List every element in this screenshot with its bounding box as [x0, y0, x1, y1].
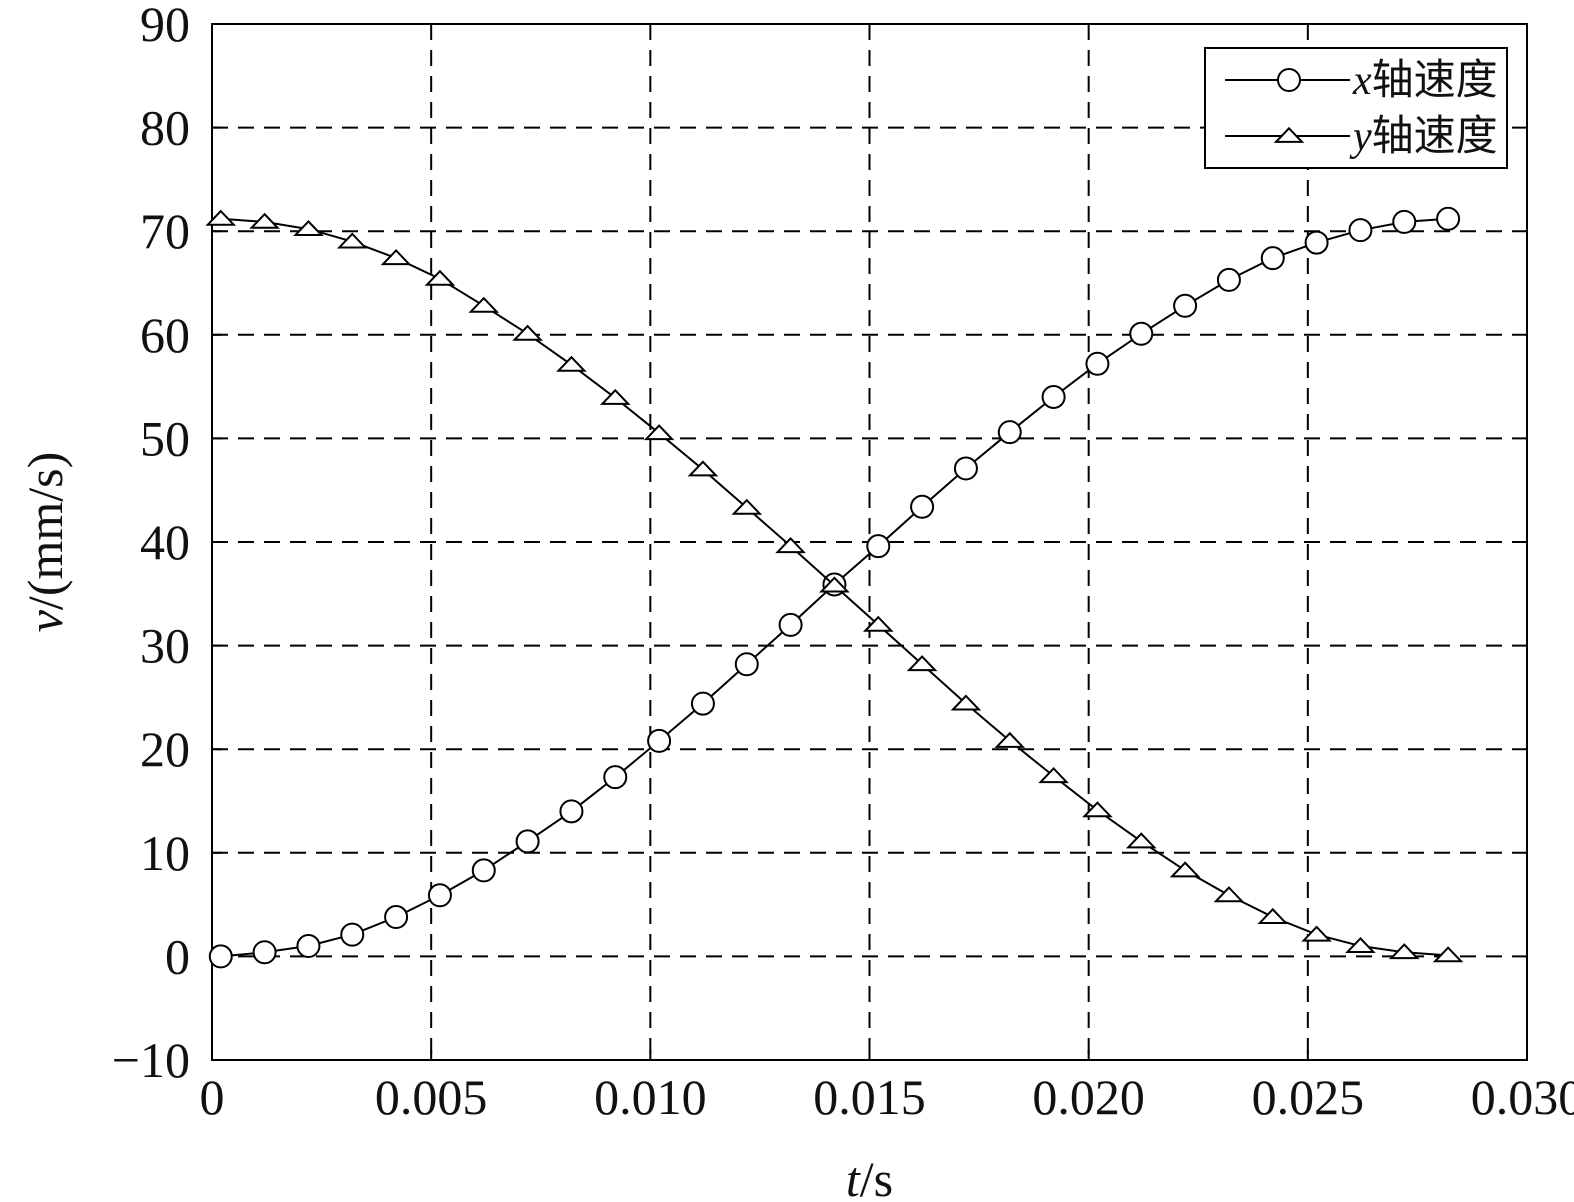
x-tick-label: 0.025 — [1252, 1069, 1365, 1125]
data-point-x-velocity — [340, 922, 365, 947]
data-point-y-velocity — [1432, 946, 1464, 963]
data-point-y-velocity — [1213, 886, 1245, 903]
data-point-x-velocity — [471, 858, 496, 883]
data-point-x-velocity — [997, 420, 1022, 445]
data-point-y-velocity — [1169, 861, 1201, 878]
x-tick-label: 0.005 — [375, 1069, 488, 1125]
x-axis-label: t/s — [846, 1151, 893, 1202]
data-point-x-velocity — [208, 944, 233, 969]
legend-marker-triangle — [1273, 126, 1305, 143]
data-point-x-velocity — [1216, 267, 1241, 292]
x-tick-label: 0.015 — [813, 1069, 926, 1125]
data-point-x-velocity — [427, 883, 452, 908]
data-point-y-velocity — [994, 731, 1026, 748]
x-tick-label: 0 — [200, 1069, 225, 1125]
legend-box — [1204, 47, 1508, 169]
data-point-y-velocity — [599, 388, 631, 405]
y-axis-label-rest: /(mm/s) — [17, 452, 73, 610]
data-point-x-velocity — [515, 829, 540, 854]
y-axis-label: v/(mm/s) — [17, 452, 73, 633]
data-point-y-velocity — [950, 694, 982, 711]
legend-label-y-rest: 轴速度 — [1372, 114, 1498, 160]
data-point-x-velocity — [1129, 321, 1154, 346]
data-point-x-velocity — [384, 905, 409, 930]
legend-label-y-velocity: y轴速度 — [1349, 114, 1498, 160]
data-point-y-velocity — [643, 424, 675, 441]
legend-label-x-italic: x — [1352, 58, 1372, 104]
data-point-y-velocity — [1125, 832, 1157, 849]
x-tick-label: 0.020 — [1032, 1069, 1145, 1125]
y-tick-label: 0 — [165, 928, 190, 984]
y-tick-label: 40 — [140, 514, 190, 570]
data-point-x-velocity — [1173, 293, 1198, 318]
data-point-x-velocity — [734, 652, 759, 677]
legend-item-x-velocity: x轴速度 — [1225, 58, 1498, 104]
legend-label-x-rest: 轴速度 — [1372, 58, 1498, 104]
data-point-y-velocity — [1345, 936, 1376, 953]
data-point-y-velocity — [906, 655, 938, 672]
data-point-x-velocity — [690, 691, 715, 716]
data-point-x-velocity — [910, 494, 935, 519]
data-point-y-velocity — [380, 249, 412, 266]
data-point-y-velocity — [336, 232, 368, 249]
data-point-x-velocity — [296, 934, 321, 959]
data-point-y-velocity — [249, 212, 280, 229]
data-point-y-velocity — [293, 220, 324, 237]
data-point-y-velocity — [1388, 943, 1420, 960]
y-tick-label: 70 — [140, 203, 190, 259]
x-axis-label-italic: t — [846, 1151, 861, 1202]
x-axis-label-rest: /s — [860, 1151, 893, 1202]
y-tick-label: 50 — [140, 410, 190, 466]
data-point-y-velocity — [687, 460, 719, 477]
data-point-y-velocity — [731, 498, 763, 515]
legend: x轴速度 y轴速度 — [1204, 47, 1508, 169]
data-point-y-velocity — [775, 537, 806, 554]
data-point-y-velocity — [1038, 767, 1069, 784]
data-point-x-velocity — [559, 799, 584, 824]
y-tick-label: 80 — [140, 100, 190, 156]
data-point-x-velocity — [1436, 206, 1461, 231]
data-point-y-velocity — [424, 269, 456, 286]
data-point-y-velocity — [1082, 801, 1113, 818]
data-point-x-velocity — [1304, 230, 1329, 255]
data-point-y-velocity — [468, 296, 500, 313]
y-axis-label-italic: v — [17, 609, 73, 632]
y-tick-label: 30 — [140, 618, 190, 674]
x-tick-label: 0.030 — [1471, 1069, 1574, 1125]
data-point-x-velocity — [778, 612, 803, 637]
x-tick-label: 0.010 — [594, 1069, 707, 1125]
legend-label-x-velocity: x轴速度 — [1352, 58, 1498, 104]
y-tick-label: 60 — [140, 307, 190, 363]
data-point-x-velocity — [1348, 218, 1373, 243]
data-point-x-velocity — [603, 765, 628, 790]
data-point-x-velocity — [1085, 351, 1110, 376]
data-point-y-velocity — [1257, 907, 1289, 924]
grid — [212, 24, 1527, 1060]
series-layer — [205, 206, 1464, 969]
data-point-y-velocity — [512, 324, 543, 341]
y-tick-label: 10 — [140, 825, 190, 881]
data-point-x-velocity — [866, 534, 891, 559]
data-point-x-velocity — [1392, 209, 1417, 234]
y-tick-label: 90 — [140, 0, 190, 52]
y-tick-label: 20 — [140, 721, 190, 777]
axis-ticks: 0 0.005 0.010 0.015 0.020 0.025 0.030−10010203… — [112, 0, 1574, 1125]
data-point-x-velocity — [953, 456, 978, 481]
data-point-y-velocity — [862, 615, 894, 632]
data-point-y-velocity — [556, 355, 587, 372]
data-point-y-velocity — [819, 576, 850, 593]
data-point-x-velocity — [1260, 246, 1285, 271]
legend-item-y-velocity: y轴速度 — [1225, 114, 1498, 160]
legend-marker-circle — [1277, 68, 1301, 92]
data-point-y-velocity — [205, 209, 237, 226]
y-tick-label: −10 — [112, 1032, 190, 1088]
data-point-x-velocity — [252, 940, 277, 965]
data-point-x-velocity — [1041, 384, 1066, 409]
data-point-x-velocity — [647, 728, 672, 753]
legend-label-y-italic: y — [1349, 114, 1372, 160]
data-point-y-velocity — [1301, 925, 1332, 942]
